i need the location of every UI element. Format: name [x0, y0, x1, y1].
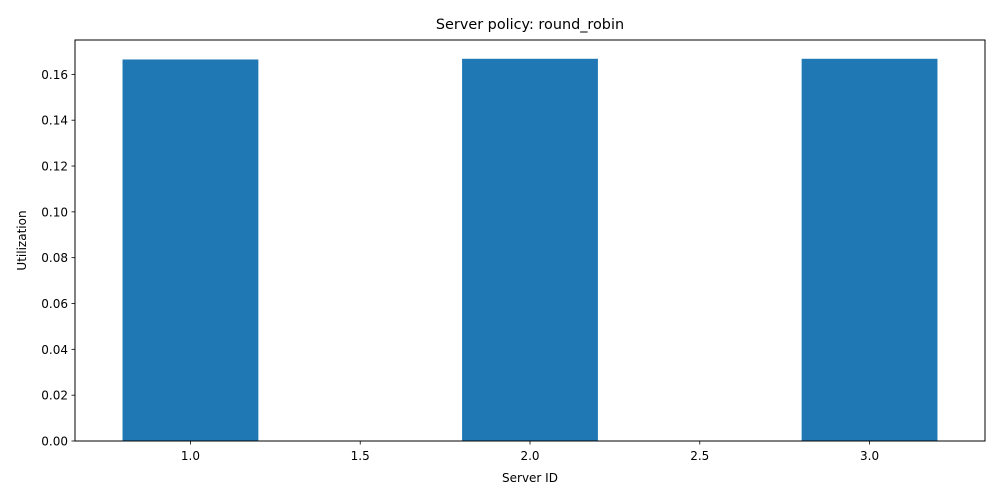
plot-frame	[74, 39, 986, 442]
x-tick-label: 2.5	[690, 449, 709, 463]
y-tick-label: 0.12	[41, 160, 68, 174]
x-tick-label: 3.0	[860, 449, 879, 463]
x-tick-label: 1.0	[181, 449, 200, 463]
y-tick-label: 0.06	[41, 297, 68, 311]
x-tick-label: 1.5	[351, 449, 370, 463]
y-tick-label: 0.04	[41, 343, 68, 357]
y-tick-label: 0.10	[41, 205, 68, 219]
x-tick-label: 2.0	[520, 449, 539, 463]
chart-title: Server policy: round_robin	[436, 17, 624, 33]
bar-server-1	[122, 59, 259, 441]
bars-group	[122, 58, 938, 442]
bar-server-3	[801, 58, 938, 442]
x-axis-ticks: 1.0 1.5 2.0 2.5 3.0	[181, 441, 879, 463]
y-axis-label: Utilization	[15, 210, 29, 270]
y-tick-label: 0.08	[41, 251, 68, 265]
y-tick-label: 0.00	[41, 435, 68, 449]
y-axis-ticks: 0.00 0.02 0.04 0.06 0.08 0.10 0.12 0.14 0.16	[41, 68, 75, 449]
x-axis-label: Server ID	[502, 471, 558, 485]
y-tick-label: 0.02	[41, 389, 68, 403]
bar-server-2	[462, 58, 598, 442]
y-tick-label: 0.16	[41, 68, 68, 82]
y-tick-label: 0.14	[41, 114, 68, 128]
